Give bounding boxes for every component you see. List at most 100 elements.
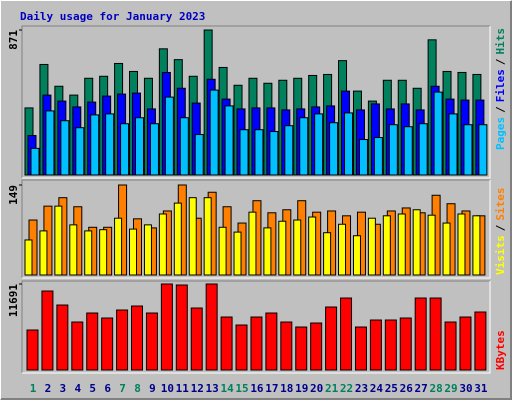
legend-separator: / [494,106,507,113]
bar [433,91,443,176]
bar [60,120,70,176]
bar [263,227,272,276]
bar [209,89,219,176]
bar [344,112,354,176]
x-tick-label: 6 [104,382,111,395]
x-tick-label: 12 [191,382,204,395]
bar [90,114,100,176]
bar [99,229,108,276]
bar [478,124,488,176]
bar [457,213,466,276]
bar [448,113,458,176]
bar [26,329,39,371]
x-tick-label: 4 [74,382,81,395]
bar [388,124,398,176]
legend: Visits / Sites [494,188,507,276]
bar [382,215,391,276]
bar [120,123,130,176]
panel-highlight [22,281,491,374]
bar [369,319,382,371]
legend: KBytes [494,330,507,370]
bar [474,311,487,371]
bar [367,217,376,276]
bar [354,326,367,371]
bar [45,110,55,176]
bar [442,222,451,276]
legend-entry: Pages [494,117,507,150]
x-tick-label: 30 [459,382,472,395]
bar [299,117,309,176]
panel-shadow [21,280,490,373]
x-tick-label: 13 [206,382,219,395]
legend-entry: Hits [494,28,507,55]
bar [427,214,436,276]
x-tick-label: 17 [265,382,278,395]
legend-separator: / [494,58,507,65]
x-tick-label: 23 [355,382,368,395]
bar [269,131,279,176]
bar [293,219,302,276]
legend-separator: / [494,224,507,231]
bar [173,202,182,276]
panel-shadow [21,179,490,278]
bar [463,124,473,176]
bar [397,213,406,276]
bar [30,147,40,176]
x-tick-label: 25 [385,382,398,395]
x-tick-label: 18 [280,382,293,395]
bar [101,317,114,371]
bar [308,216,317,276]
bar [352,235,361,276]
bar [24,239,33,276]
bar [224,105,234,176]
bar [310,322,323,371]
legend-entry: Sites [494,188,507,221]
bar [105,113,115,176]
bar [160,283,173,371]
bar [314,113,324,176]
bar [86,312,99,371]
bar [143,224,152,276]
bar [175,284,188,371]
x-tick-label: 22 [340,382,353,395]
bar [284,125,294,176]
x-tick-label: 16 [250,382,264,395]
y-tick-label: 149 [7,185,20,205]
bar [131,305,144,371]
bar [218,226,227,276]
bar [295,326,308,371]
x-tick-label: 3 [60,382,67,395]
bar [220,316,233,371]
bar [338,223,347,276]
bar [235,324,248,371]
y-tick-label: 871 [7,30,20,50]
bar [248,211,257,276]
bar [384,319,397,371]
bar [71,321,84,371]
panel-shadow [21,25,490,178]
bar [158,213,167,276]
bar [444,321,457,371]
x-tick-label: 24 [370,382,384,395]
bar [323,232,332,276]
legend: Pages / Files / Hits [494,28,507,150]
legend-entry: KBytes [494,330,507,370]
bar [75,127,85,176]
bar [54,205,63,276]
bar [194,134,204,176]
bar [472,215,481,276]
legend-entry: Visits [494,235,507,275]
bar [239,129,249,176]
x-tick-label: 11 [176,382,190,395]
x-tick-label: 31 [474,382,488,395]
x-tick-label: 8 [134,382,141,395]
x-tick-label: 27 [415,382,428,395]
bar [179,117,189,176]
x-tick-label: 21 [325,382,339,395]
chart-title: Daily usage for January 2023 [20,10,205,23]
bar [190,307,203,371]
bar [69,224,78,276]
